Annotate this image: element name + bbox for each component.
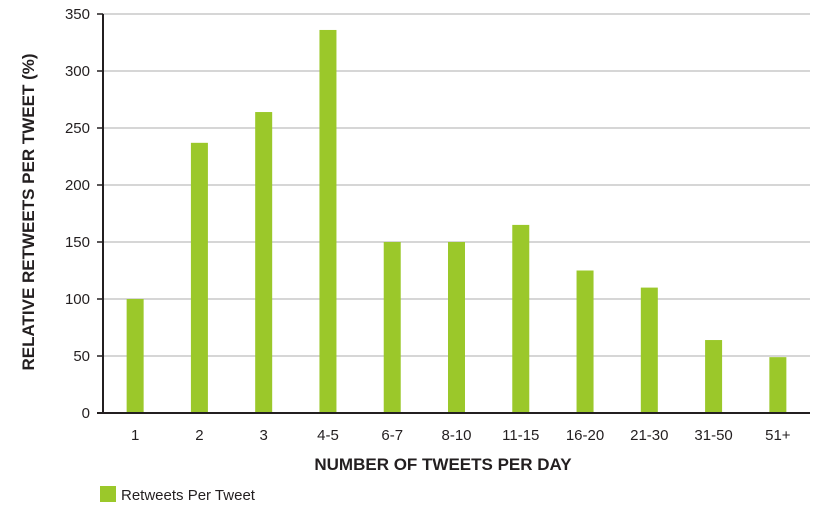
- x-tick-label: 21-30: [630, 427, 668, 444]
- y-axis-title: RELATIVE RETWEETS PER TWEET (%): [19, 53, 38, 370]
- bar: [769, 357, 787, 413]
- bar: [576, 270, 594, 413]
- bar: [126, 299, 144, 413]
- x-tick-label: 6-7: [381, 427, 403, 444]
- bar: [705, 340, 723, 413]
- bar: [190, 142, 208, 413]
- legend-swatch: [100, 486, 116, 502]
- x-tick-label: 51+: [765, 427, 791, 444]
- y-tick-label: 50: [73, 348, 90, 365]
- x-tick-label: 31-50: [694, 427, 732, 444]
- axes: [97, 13, 810, 414]
- y-tick-label: 0: [82, 405, 90, 422]
- y-tick-label: 200: [65, 177, 90, 194]
- y-tick-label: 300: [65, 63, 90, 80]
- y-tick-label: 100: [65, 291, 90, 308]
- legend-label: Retweets Per Tweet: [121, 487, 256, 504]
- y-tick-label: 250: [65, 120, 90, 137]
- bar: [255, 112, 273, 413]
- bar: [448, 242, 465, 413]
- x-tick-label: 3: [260, 427, 268, 444]
- bars: [126, 29, 787, 414]
- x-tick-label: 2: [195, 427, 203, 444]
- y-tick-label: 150: [65, 234, 90, 251]
- x-axis-title: NUMBER OF TWEETS PER DAY: [314, 455, 572, 474]
- x-tick-label: 16-20: [566, 427, 604, 444]
- y-tick-label: 350: [65, 6, 90, 23]
- x-tick-label: 1: [131, 427, 139, 444]
- x-tick-label: 4-5: [317, 427, 339, 444]
- x-tick-labels: 1 2 3 4-5 6-7 8-10 11-15 16-20 21-30 31-50 51+: [131, 427, 791, 444]
- bar: [319, 29, 337, 414]
- x-tick-label: 8-10: [441, 427, 471, 444]
- y-tick-labels: 0 50 100 150 200 250 300 350: [65, 6, 90, 422]
- bar: [383, 242, 401, 413]
- x-tick-label: 11-15: [502, 427, 539, 444]
- bar: [640, 287, 658, 413]
- legend: Retweets Per Tweet: [100, 486, 256, 504]
- bar: [512, 224, 530, 413]
